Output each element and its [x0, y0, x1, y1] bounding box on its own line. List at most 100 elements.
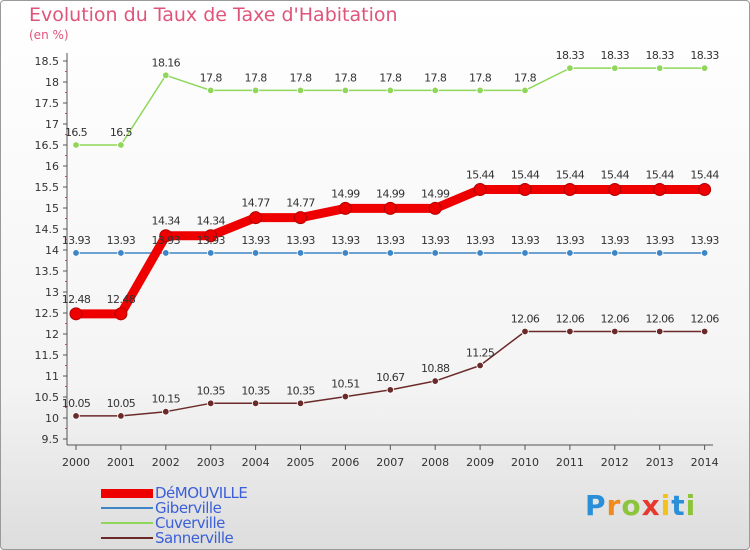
data-label-2: 17.8: [200, 71, 223, 84]
data-point-3: [296, 399, 305, 407]
data-point-2: [162, 71, 170, 79]
y-tick-label: 18.5: [35, 55, 60, 68]
data-label-2: 18.33: [645, 49, 674, 62]
data-point-0: [204, 229, 218, 243]
logo-letter: i: [660, 489, 672, 522]
logo-letter: P: [585, 489, 607, 522]
data-label-0: 15.44: [690, 169, 719, 182]
data-label-0: 14.77: [286, 197, 315, 210]
data-label-3: 10.35: [241, 384, 270, 397]
data-point-3: [206, 399, 215, 407]
data-label-0: 14.99: [331, 187, 360, 200]
data-point-0: [294, 211, 307, 225]
x-tick-label: 2002: [152, 456, 180, 469]
data-label-2: 17.8: [379, 71, 402, 84]
x-tick-label: 2005: [287, 456, 315, 469]
data-label-2: 16.5: [65, 126, 88, 139]
data-point-3: [521, 327, 529, 336]
y-tick-label: 14.5: [35, 223, 60, 236]
data-label-1: 13.93: [690, 234, 719, 247]
data-label-3: 12.06: [690, 312, 719, 325]
x-tick-label: 2014: [691, 456, 719, 469]
logo-letter: x: [641, 489, 661, 522]
data-label-2: 17.8: [469, 71, 492, 84]
data-label-2: 17.8: [245, 71, 268, 84]
data-point-1: [386, 249, 394, 257]
data-point-2: [521, 86, 529, 95]
data-point-0: [383, 201, 397, 215]
data-point-1: [656, 249, 664, 257]
data-point-2: [700, 64, 709, 72]
data-point-2: [72, 141, 80, 149]
data-point-1: [566, 249, 574, 257]
y-tick-label: 10.5: [35, 391, 60, 404]
data-label-1: 13.93: [107, 234, 136, 247]
data-point-2: [476, 86, 484, 95]
data-point-2: [341, 86, 350, 95]
logo-letter: i: [685, 489, 697, 522]
x-tick-label: 2000: [62, 456, 90, 469]
legend-label: Sannerville: [155, 529, 234, 547]
data-point-1: [72, 249, 80, 257]
data-point-1: [117, 249, 125, 257]
data-label-2: 17.8: [289, 71, 312, 84]
data-label-0: 14.34: [196, 215, 225, 228]
data-point-1: [700, 249, 709, 257]
y-tick-label: 11: [45, 370, 59, 383]
data-point-3: [251, 399, 260, 407]
y-tick-label: 13.5: [35, 265, 60, 278]
data-point-1: [162, 249, 170, 257]
x-tick-label: 2008: [421, 456, 449, 469]
y-tick-label: 13: [45, 286, 59, 299]
data-label-1: 13.93: [286, 234, 315, 247]
x-tick-label: 2004: [242, 456, 270, 469]
data-label-0: 14.99: [421, 187, 450, 200]
data-label-1: 13.93: [421, 234, 450, 247]
data-label-2: 18.33: [556, 49, 585, 62]
data-point-3: [341, 392, 350, 401]
data-label-1: 13.93: [152, 234, 181, 247]
data-label-1: 13.93: [331, 234, 360, 247]
data-label-3: 10.05: [62, 397, 91, 410]
data-label-3: 10.15: [152, 393, 181, 406]
data-label-1: 13.93: [62, 234, 91, 247]
data-label-0: 12.48: [62, 293, 91, 306]
data-point-2: [386, 86, 394, 95]
data-point-1: [341, 249, 350, 257]
data-label-3: 12.06: [556, 312, 585, 325]
legend-label: Giberville: [155, 499, 222, 517]
data-label-1: 13.93: [645, 234, 674, 247]
x-tick-label: 2013: [646, 456, 674, 469]
y-tick-label: 16.5: [35, 139, 60, 152]
y-tick-label: 11.5: [35, 349, 60, 362]
data-point-1: [431, 249, 439, 257]
data-label-3: 11.25: [466, 347, 495, 360]
data-label-0: 15.44: [556, 169, 585, 182]
data-point-1: [251, 249, 260, 257]
data-label-0: 15.44: [645, 169, 674, 182]
data-label-0: 15.44: [511, 169, 540, 182]
x-tick-label: 2012: [601, 456, 629, 469]
x-tick-label: 2006: [331, 456, 359, 469]
legend-label: Cuverville: [155, 514, 225, 532]
data-point-3: [431, 377, 439, 385]
data-point-0: [518, 183, 532, 197]
data-label-3: 10.35: [196, 384, 225, 397]
data-label-0: 15.44: [466, 169, 495, 182]
data-point-0: [698, 183, 712, 197]
y-tick-label: 15.5: [35, 181, 60, 194]
data-point-3: [566, 327, 574, 336]
chart-title: Evolution du Taux de Taxe d'Habitation: [29, 4, 398, 26]
y-tick-label: 14: [45, 244, 59, 257]
data-label-2: 18.16: [152, 56, 181, 69]
data-label-1: 13.93: [196, 234, 225, 247]
data-point-2: [117, 141, 125, 149]
data-label-0: 14.34: [152, 215, 181, 228]
logo-letter: t: [671, 489, 686, 522]
data-label-1: 13.93: [601, 234, 630, 247]
x-tick-label: 2003: [197, 456, 225, 469]
data-point-3: [72, 412, 80, 420]
data-label-1: 13.93: [556, 234, 585, 247]
data-point-0: [159, 229, 173, 243]
